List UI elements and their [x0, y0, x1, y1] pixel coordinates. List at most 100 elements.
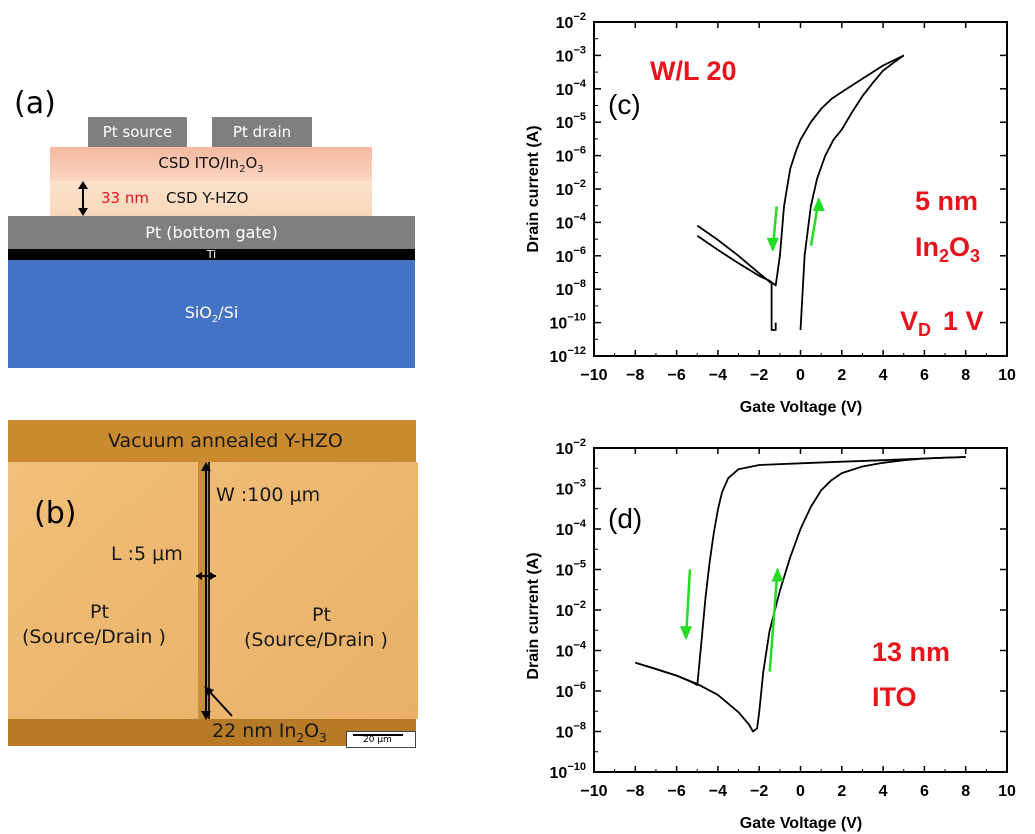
right-pad-label: Pt [312, 604, 331, 626]
chart-d-material-annotation: ITO [872, 682, 917, 712]
ti-layer: Ti [8, 249, 415, 260]
chart-d-panel-label: (d) [608, 503, 642, 534]
chart-d-xlabel: Gate Voltage (V) [740, 815, 862, 832]
chart-d: −10 −8 −6 −4 −2 0 2 4 6 8 10 10−10 10−8 10−6 10−4 10−2 1… [525, 437, 1016, 832]
x-tick-label: −6 [667, 783, 685, 800]
y-tick-label: 10−6 [556, 680, 586, 701]
bottom-gate-label: Pt (bottom gate) [145, 223, 278, 242]
width-arrow-icon [196, 462, 216, 720]
hzo-layer [50, 181, 372, 216]
thickness-double-arrow-icon [78, 181, 88, 216]
channel-label: 22 nm In2O3 [212, 720, 327, 745]
arrow-down-icon [680, 569, 693, 641]
thickness-label: 33 nm [101, 189, 149, 207]
panel-b-label: (b) [34, 496, 77, 531]
left-pad-role: (Source/Drain ) [22, 626, 166, 648]
y-tick-label: 10−3 [556, 44, 586, 65]
series-line-0 [696, 54, 905, 287]
x-tick-label: −8 [626, 783, 644, 800]
chart-c-vd-annotation: VD 1 V [900, 306, 984, 340]
scale-bar-line [353, 734, 403, 736]
x-tick-label: −4 [709, 783, 727, 800]
series-line-2 [799, 54, 905, 331]
chart-c-wl-annotation: W/L 20 [650, 56, 737, 86]
x-tick-label: 6 [920, 367, 929, 384]
chart-c-material-annotation: In2O3 [915, 232, 980, 266]
x-tick-label: 6 [920, 783, 929, 800]
x-tick-label: −2 [750, 783, 768, 800]
ito-layer: CSD ITO/In2O3 [50, 147, 372, 181]
chart-d-ticks: −10 −8 −6 −4 −2 0 2 4 6 8 10 10−10 10−8 10−6 10−4 10−2 1… [550, 437, 1016, 800]
bottom-gate-layer: Pt (bottom gate) [8, 216, 415, 249]
y-tick-label: 10−5 [556, 111, 586, 132]
substrate-label: SiO2/Si [184, 302, 239, 326]
x-tick-label: −6 [667, 367, 685, 384]
chart-c-xlabel: Gate Voltage (V) [740, 399, 862, 416]
x-tick-label: −4 [709, 367, 727, 384]
x-tick-label: 8 [961, 367, 970, 384]
y-tick-label: 10−2 [556, 178, 586, 199]
arrow-down-icon [766, 206, 779, 252]
right-pad-role: (Source/Drain ) [244, 629, 388, 651]
hzo-layer-label: CSD Y-HZO [166, 189, 249, 207]
y-tick-label: 10−2 [556, 437, 586, 458]
y-tick-label: 10−10 [550, 761, 586, 782]
left-pad-label: Pt [90, 601, 109, 623]
chart-d-thickness-annotation: 13 nm [872, 637, 950, 667]
left-electrode [8, 462, 200, 719]
y-tick-label: 10−3 [556, 478, 586, 499]
x-tick-label: −10 [580, 783, 607, 800]
chart-c-thickness-annotation: 5 nm [915, 186, 978, 216]
y-tick-label: 10−6 [556, 145, 586, 166]
series-line-1 [696, 224, 777, 331]
ito-layer-label: CSD ITO/In2O3 [158, 153, 264, 175]
arrow-up-icon [768, 567, 784, 672]
y-tick-label: 10−6 [556, 245, 586, 266]
y-tick-label: 10−4 [556, 211, 587, 232]
y-tick-label: 10−5 [556, 559, 586, 580]
right-electrode [208, 462, 418, 719]
pt-source-contact: Pt source [88, 117, 187, 147]
scale-bar-box: 20 μm [346, 731, 416, 748]
y-tick-label: 10−12 [550, 345, 586, 366]
micrograph-title: Vacuum annealed Y-HZO [108, 430, 343, 452]
x-tick-label: −10 [580, 367, 607, 384]
y-tick-label: 10−4 [556, 78, 587, 99]
chart-d-arrows [680, 567, 784, 672]
y-tick-label: 10−8 [556, 278, 586, 299]
y-tick-label: 10−10 [550, 312, 586, 333]
x-tick-label: 8 [961, 783, 970, 800]
pt-source-label: Pt source [102, 123, 173, 141]
x-tick-label: −2 [750, 367, 768, 384]
chart-d-series [635, 456, 966, 733]
y-tick-label: 10−2 [556, 599, 586, 620]
width-label: W :100 μm [216, 484, 321, 506]
y-tick-label: 10−4 [556, 518, 587, 539]
channel-pointer-arrow-icon [204, 686, 233, 717]
chart-c-series [696, 54, 905, 331]
x-tick-label: 2 [837, 783, 846, 800]
x-tick-label: 10 [998, 783, 1016, 800]
pt-drain-contact: Pt drain [212, 117, 312, 147]
chart-d-frame [593, 447, 1008, 773]
chart-c-ylabel: Drain current (A) [525, 125, 542, 252]
substrate-layer: SiO2/Si [8, 260, 415, 368]
arrow-up-icon [809, 197, 825, 246]
y-tick-label: 10−8 [556, 721, 586, 742]
y-tick-label: 10−2 [556, 11, 586, 32]
chart-c: −10 −8 −6 −4 −2 0 2 4 6 8 10 10−12 10−10 10−8 10−6 10−4… [525, 11, 1016, 416]
series-line-1 [635, 456, 966, 733]
chart-c-panel-label: (c) [608, 89, 641, 120]
channel-gap [198, 462, 208, 719]
x-tick-label: 2 [837, 367, 846, 384]
ti-layer-label: Ti [206, 248, 217, 261]
chart-c-arrows [766, 197, 825, 252]
x-tick-label: 4 [879, 367, 888, 384]
chart-d-ylabel: Drain current (A) [525, 552, 542, 679]
x-tick-label: 10 [998, 367, 1016, 384]
y-tick-label: 10−4 [556, 640, 587, 661]
x-tick-label: 0 [796, 367, 805, 384]
panel-a-label: (a) [14, 86, 56, 121]
length-label: L :5 μm [111, 543, 183, 565]
x-tick-label: −8 [626, 367, 644, 384]
